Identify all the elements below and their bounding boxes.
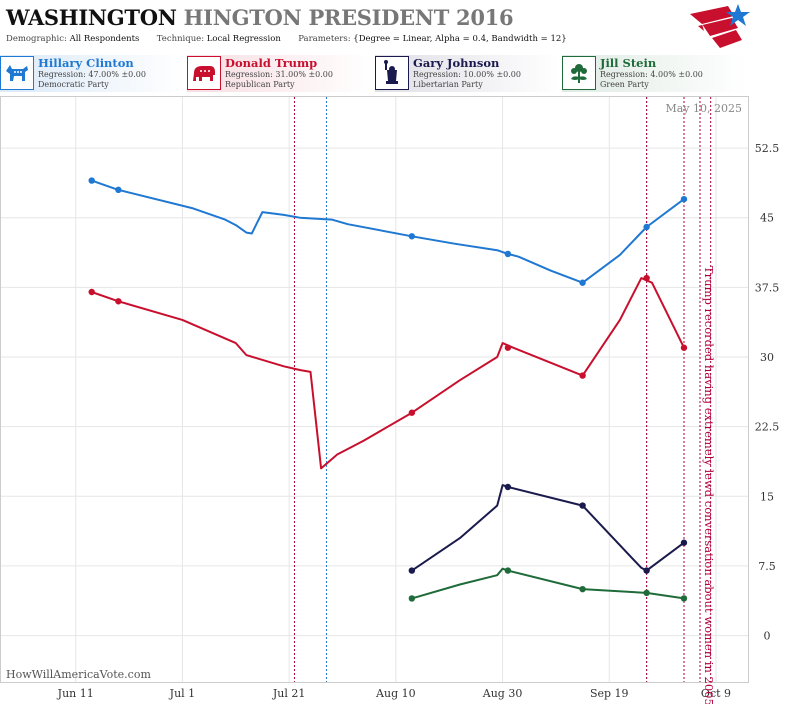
data-point — [680, 539, 688, 546]
y-tick-label: 7.5 — [758, 560, 776, 573]
series-line — [91, 179, 685, 284]
data-point — [408, 595, 416, 602]
legend-regression: Regression: 47.00% ±0.00 — [38, 70, 146, 79]
watermark: HowWillAmericaVote.com — [6, 668, 151, 681]
data-point — [579, 502, 586, 509]
y-tick-label: 0 — [764, 630, 771, 643]
page-title: WASHINGTON HINGTON PRESIDENT 2016 — [6, 5, 514, 30]
x-tick-label: Oct 9 — [701, 687, 731, 700]
data-point — [680, 344, 688, 351]
title-main: WASHINGTON — [6, 5, 177, 30]
data-point — [504, 567, 512, 574]
x-tick-label: Sep 19 — [590, 687, 629, 700]
event-annotation: Trump recorded having extremely lewd con… — [702, 266, 716, 704]
data-point — [680, 595, 688, 602]
x-tick-label: Jul 1 — [169, 687, 196, 700]
legend-name: Jill Stein — [600, 56, 657, 70]
line-chart: Jun 11 Jul 1 Jul 21 Aug 10 Aug 30 Sep 19 Oct 9… — [0, 96, 780, 704]
x-tick-label: Aug 30 — [482, 687, 523, 700]
y-tick-label: 15 — [760, 490, 774, 503]
title-sub: HINGTON PRESIDENT 2016 — [183, 5, 514, 30]
flower-icon — [562, 56, 596, 90]
series-line — [91, 277, 685, 470]
parameters-label: Parameters: — [298, 34, 351, 44]
data-point — [680, 195, 688, 203]
y-tick-label: 37.5 — [755, 281, 780, 294]
flag-logo-icon — [690, 4, 750, 48]
chart-area: Jun 11 Jul 1 Jul 21 Aug 10 Aug 30 Sep 19 Oct 9… — [0, 96, 789, 704]
legend-regression: Regression: 4.00% ±0.00 — [600, 70, 703, 79]
parameters-value: {Degree = Linear, Alpha = 0.4, Bandwidth… — [353, 34, 567, 44]
data-point — [643, 223, 650, 231]
elephant-icon — [187, 56, 221, 90]
x-tick-label: Aug 10 — [375, 687, 416, 700]
plot-frame — [0, 96, 749, 683]
donkey-icon — [0, 56, 34, 90]
legend-party: Republican Party — [225, 80, 295, 89]
data-point — [408, 233, 416, 240]
data-point — [643, 567, 650, 574]
parameters-line: Demographic: All Respondents Technique: … — [6, 34, 567, 44]
data-point — [408, 409, 416, 416]
series-layer — [88, 177, 688, 602]
demographic-value: All Respondents — [69, 34, 140, 44]
data-point — [643, 274, 650, 282]
date-stamp: May 10, 2025 — [665, 102, 742, 115]
legend: Hillary Clinton Regression: 47.00% ±0.00… — [0, 55, 789, 92]
data-point — [579, 279, 586, 286]
liberty-statue-icon — [375, 56, 409, 90]
data-point — [504, 483, 512, 491]
data-point — [88, 288, 95, 296]
data-point — [579, 585, 586, 593]
legend-name: Hillary Clinton — [38, 56, 134, 70]
legend-regression: Regression: 31.00% ±0.00 — [225, 70, 333, 79]
demographic-label: Demographic: — [6, 34, 67, 44]
grid-layer — [1, 97, 748, 682]
legend-party: Green Party — [600, 80, 649, 89]
event-lines-layer — [293, 97, 712, 682]
data-point — [115, 186, 122, 194]
legend-name: Donald Trump — [225, 56, 318, 70]
data-point — [504, 344, 512, 351]
data-point — [643, 589, 650, 597]
y-tick-label: 30 — [760, 351, 774, 364]
data-point — [88, 177, 95, 184]
legend-party: Libertarian Party — [413, 80, 483, 89]
technique-label: Technique: — [156, 34, 205, 44]
x-tick-label: Jun 11 — [57, 687, 94, 700]
data-point — [115, 298, 122, 305]
x-tick-label: Jul 21 — [272, 687, 306, 700]
legend-name: Gary Johnson — [413, 56, 500, 70]
y-tick-label: 52.5 — [755, 142, 780, 155]
legend-party: Democratic Party — [38, 80, 109, 89]
y-tick-label: 22.5 — [755, 421, 780, 434]
legend-regression: Regression: 10.00% ±0.00 — [413, 70, 521, 79]
data-point — [504, 250, 512, 258]
chart-header: WASHINGTON HINGTON PRESIDENT 2016 Demogr… — [0, 0, 789, 55]
axis-layer: Jun 11 Jul 1 Jul 21 Aug 10 Aug 30 Sep 19 Oct 9… — [57, 142, 780, 700]
technique-value: Local Regression — [206, 34, 281, 44]
data-point — [408, 567, 416, 574]
data-point — [579, 372, 586, 379]
y-tick-label: 45 — [760, 212, 774, 225]
